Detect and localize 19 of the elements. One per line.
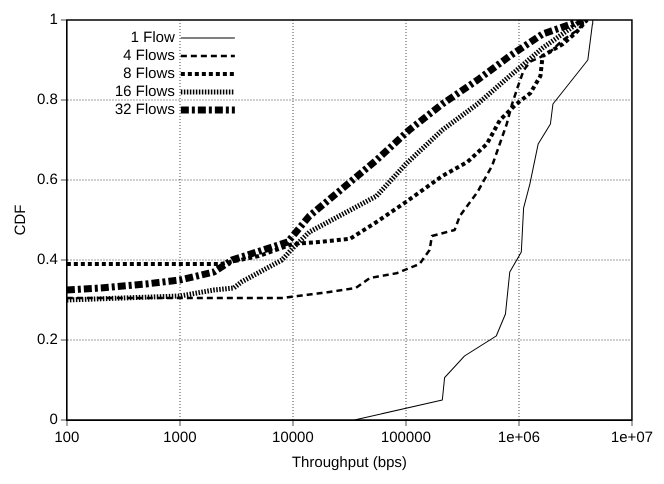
legend-label: 4 Flows [123, 47, 175, 64]
x-tick-label: 1000 [163, 429, 197, 446]
y-tick-label: 1 [50, 11, 58, 28]
y-tick-label: 0.6 [36, 171, 58, 188]
y-tick-label: 0.4 [36, 251, 58, 268]
x-tick-label: 100 [54, 429, 80, 446]
y-axis-title: CDF [12, 204, 30, 236]
x-axis-title: Throughput (bps) [292, 454, 407, 472]
x-tick-label: 100000 [380, 429, 431, 446]
legend-label: 32 Flows [114, 101, 175, 118]
y-tick-label: 0.8 [36, 91, 58, 108]
x-tick-label: 10000 [272, 429, 314, 446]
y-tick-label: 0.2 [36, 331, 58, 348]
y-tick-label: 0 [50, 411, 58, 428]
x-tick-label: 1e+07 [610, 429, 654, 446]
legend-label: 1 Flow [130, 29, 176, 46]
x-tick-label: 1e+06 [498, 429, 540, 446]
legend-label: 8 Flows [123, 65, 175, 82]
legend-label: 16 Flows [114, 83, 175, 100]
